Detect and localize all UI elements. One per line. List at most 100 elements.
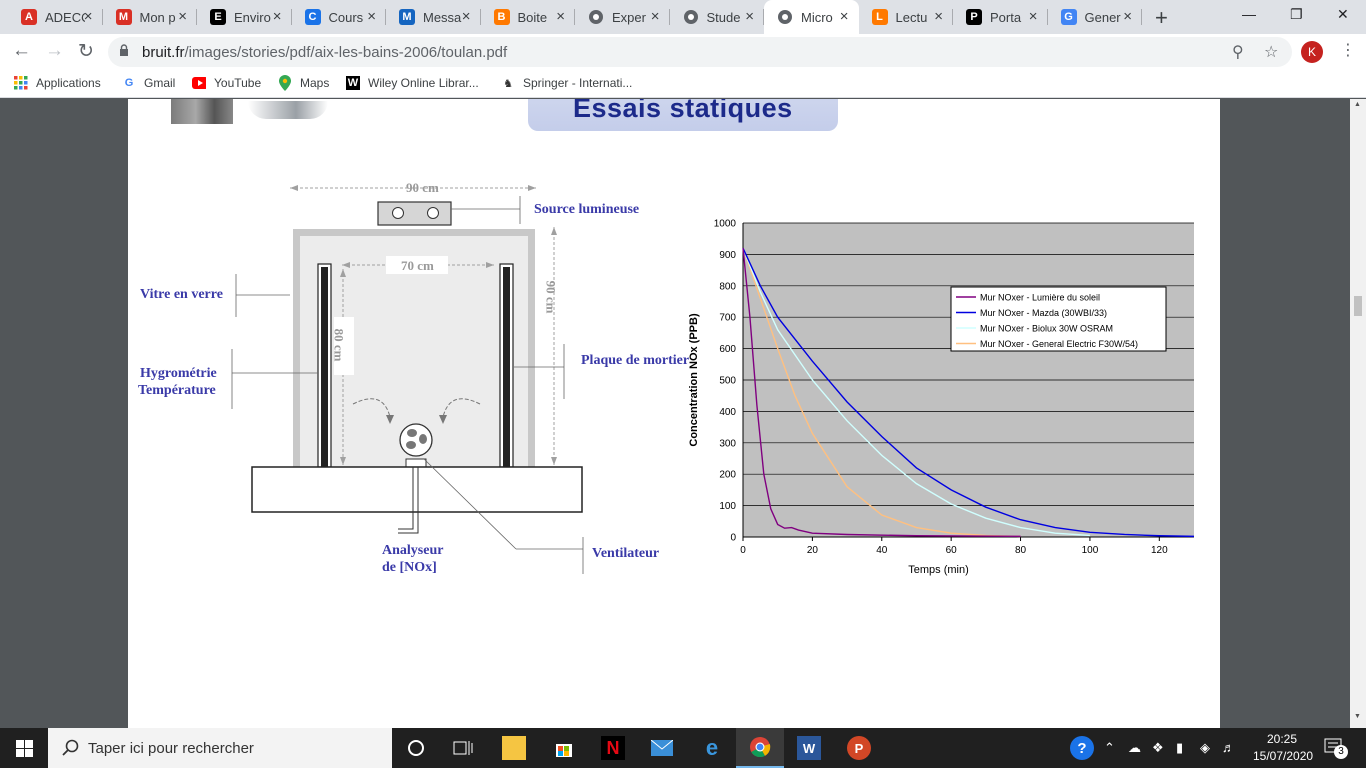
- springer-icon: ♞: [503, 77, 513, 90]
- scroll-thumb[interactable]: [1354, 296, 1362, 316]
- google-g-icon: G: [124, 77, 134, 89]
- scroll-up-icon[interactable]: ▲: [1354, 101, 1361, 108]
- file-explorer-icon[interactable]: [502, 736, 526, 760]
- bookmark-maps[interactable]: Maps: [278, 75, 329, 91]
- tab-monp[interactable]: M Mon p ×: [103, 0, 197, 34]
- series-line-0: [742, 248, 1021, 538]
- reload-icon[interactable]: ↻: [78, 41, 94, 62]
- tab-close-icon[interactable]: ×: [650, 8, 660, 25]
- y-tick-label: 700: [719, 313, 736, 324]
- tab-exper[interactable]: Exper ×: [575, 0, 670, 34]
- tab-boite[interactable]: B Boite ×: [481, 0, 575, 34]
- tab-title: ADECO: [45, 9, 85, 25]
- taskbar-search-box[interactable]: Taper ici pour rechercher: [48, 728, 392, 768]
- bookmark-youtube[interactable]: YouTube: [192, 76, 261, 90]
- academia-a-icon: P: [966, 9, 982, 25]
- chrome-taskbar-icon[interactable]: [736, 728, 784, 768]
- orange-mail-icon: B: [493, 9, 510, 25]
- apps-grid-icon: [14, 76, 28, 90]
- notification-center-icon[interactable]: 3: [1324, 738, 1348, 759]
- tab-close-icon[interactable]: ×: [556, 8, 565, 25]
- tab-separator: [290, 9, 292, 25]
- lock-icon: [120, 44, 128, 56]
- volume-icon[interactable]: ♬: [1222, 740, 1235, 755]
- tab-close-icon[interactable]: ×: [1123, 8, 1132, 25]
- tab-title: Gener: [1084, 9, 1121, 25]
- scroll-down-icon[interactable]: ▼: [1354, 713, 1361, 720]
- close-window-icon[interactable]: ✕: [1337, 6, 1349, 22]
- tab-close-icon[interactable]: ×: [272, 8, 282, 25]
- zoom-icon[interactable]: ⚲: [1232, 44, 1244, 61]
- y-tick-label: 900: [719, 250, 736, 261]
- tab-close-icon[interactable]: ×: [83, 8, 93, 25]
- tab-close-icon[interactable]: ×: [461, 8, 471, 25]
- profile-avatar[interactable]: K: [1301, 41, 1323, 63]
- tab-porta[interactable]: P Porta ×: [953, 0, 1048, 34]
- new-tab-icon[interactable]: +: [1155, 5, 1168, 30]
- tab-adeco[interactable]: A ADECO×: [8, 0, 103, 34]
- edge-icon[interactable]: e: [705, 735, 719, 760]
- mail-icon[interactable]: [650, 736, 674, 760]
- bookmark-star-icon[interactable]: ☆: [1264, 44, 1279, 61]
- battery-icon[interactable]: ▮: [1176, 740, 1184, 755]
- y-tick-label: 1000: [714, 219, 737, 230]
- bookmark-gmail[interactable]: G Gmail: [122, 76, 176, 90]
- y-tick-label: 500: [719, 376, 736, 387]
- forward-arrow-icon[interactable]: →: [45, 40, 64, 61]
- adobe-acrobat-icon: M: [115, 9, 132, 25]
- x-axis-label: Temps (min): [908, 564, 969, 576]
- header-decoration: [248, 101, 328, 119]
- windows-start-icon[interactable]: [16, 740, 33, 757]
- word-icon[interactable]: W: [797, 736, 821, 760]
- chamber-diagram: [231, 185, 584, 574]
- bookmark-label: Applications: [36, 76, 101, 90]
- cortana-icon[interactable]: [404, 736, 428, 760]
- tray-cloud-icon[interactable]: ☁: [1128, 740, 1141, 755]
- system-clock[interactable]: 20:25 15/07/2020: [1253, 731, 1313, 765]
- browser-menu-icon[interactable]: ⋮: [1340, 42, 1356, 59]
- page-scrollbar[interactable]: ▲ ▼: [1350, 99, 1366, 728]
- legend-label: Mur NOxer - Lumière du soleil: [980, 293, 1100, 303]
- adobe-acrobat-icon: A: [21, 9, 37, 25]
- tab-cours[interactable]: C Cours ×: [292, 0, 386, 34]
- tab-close-icon[interactable]: ×: [1028, 8, 1038, 25]
- tab-micro[interactable]: Micro ×: [764, 0, 859, 34]
- back-arrow-icon[interactable]: ←: [12, 40, 31, 61]
- course-icon: C: [304, 9, 321, 25]
- store-icon[interactable]: [552, 736, 576, 760]
- bookmark-wiley[interactable]: W Wiley Online Librar...: [346, 76, 479, 90]
- y-tick-label: 800: [719, 281, 736, 292]
- series-line-2: [742, 247, 1090, 537]
- tab-close-icon[interactable]: ×: [745, 8, 754, 25]
- address-bar[interactable]: bruit.fr/images/stories/pdf/aix-les-bain…: [108, 37, 1292, 67]
- dropbox-icon[interactable]: ❖: [1152, 740, 1164, 755]
- tab-lectu[interactable]: L Lectu ×: [859, 0, 953, 34]
- minimize-icon[interactable]: —: [1242, 6, 1256, 22]
- tab-close-icon[interactable]: ×: [178, 8, 187, 25]
- netflix-icon[interactable]: N: [601, 736, 625, 760]
- maximize-icon[interactable]: ❐: [1290, 6, 1303, 22]
- tab-gener[interactable]: G Gener ×: [1048, 0, 1142, 34]
- y-axis-label: Concentration NOx (PPB): [688, 313, 700, 447]
- powerpoint-icon[interactable]: P: [847, 736, 871, 760]
- tab-title: Micro: [801, 9, 833, 25]
- label-temperature: Température: [138, 383, 216, 398]
- tab-close-icon[interactable]: ×: [934, 8, 943, 25]
- bookmark-springer[interactable]: ♞ Springer - Internati...: [501, 76, 632, 90]
- slide-title-box: [528, 99, 838, 131]
- tab-close-icon[interactable]: ×: [367, 8, 376, 25]
- tab-stude[interactable]: Stude ×: [670, 0, 764, 34]
- nox-decay-chart: 0 100 200 300 400 500 600 700 800 900 1000 0 20 40 60 8…: [688, 219, 1195, 576]
- globe-icon: [777, 9, 793, 25]
- bookmark-applications[interactable]: Applications: [14, 76, 101, 90]
- tab-messa[interactable]: M Messa ×: [386, 0, 481, 34]
- tab-enviro[interactable]: E Enviro ×: [197, 0, 292, 34]
- wifi-icon[interactable]: ◈: [1200, 740, 1210, 755]
- task-view-icon[interactable]: [451, 736, 475, 760]
- tray-expand-icon[interactable]: ⌃: [1104, 740, 1115, 755]
- tab-close-icon[interactable]: ×: [839, 8, 849, 25]
- tab-separator: [385, 9, 386, 25]
- help-icon[interactable]: ?: [1070, 736, 1094, 760]
- series-line-1: [742, 247, 1195, 538]
